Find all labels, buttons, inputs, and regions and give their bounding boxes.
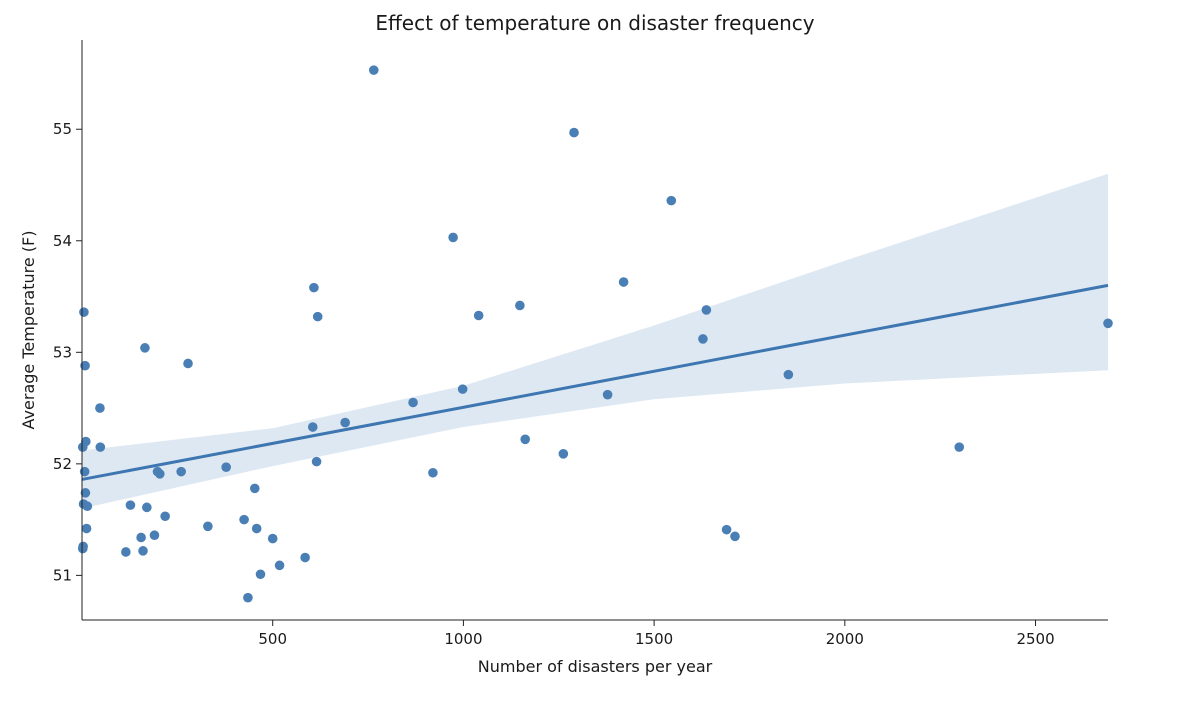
data-point: [721, 524, 732, 535]
data-point: [125, 500, 136, 510]
x-axis-label: Number of disasters per year: [478, 657, 713, 676]
data-point: [81, 523, 92, 534]
data-point: [312, 311, 323, 322]
data-point: [149, 530, 160, 541]
y-tick-label: 52: [53, 455, 72, 473]
data-point: [95, 442, 106, 452]
data-point: [368, 65, 379, 75]
data-point: [221, 462, 231, 472]
x-tick-label: 2000: [826, 630, 864, 648]
regression-line-layer: [81, 283, 1109, 481]
confidence-band: [82, 173, 1108, 509]
data-point: [136, 532, 146, 543]
data-point: [203, 521, 213, 532]
y-tick-label: 55: [53, 120, 72, 138]
data-point: [138, 546, 148, 556]
ticks-layer: 500 1000 1500 2000 2500 51 52 53 54 55: [53, 120, 1055, 648]
data-point: [251, 523, 262, 534]
x-tick-label: 1500: [635, 630, 673, 648]
data-point: [307, 422, 318, 432]
data-point: [1103, 318, 1113, 329]
axes-layer: [81, 40, 1108, 621]
y-tick-label: 51: [53, 566, 72, 584]
data-point: [309, 282, 319, 293]
data-point: [95, 403, 105, 413]
data-point: [340, 417, 350, 428]
data-point: [701, 305, 712, 315]
data-point: [79, 307, 89, 317]
y-tick-label: 53: [53, 343, 72, 361]
data-point: [79, 466, 90, 477]
x-tick-label: 2500: [1016, 630, 1054, 648]
data-point: [183, 358, 193, 369]
data-point: [142, 502, 152, 513]
data-point: [267, 533, 278, 544]
data-point: [239, 514, 249, 525]
confidence-band-layer: [82, 173, 1108, 509]
chart-title: Effect of temperature on disaster freque…: [375, 11, 814, 35]
data-point: [558, 449, 569, 459]
data-points-layer: [77, 65, 1113, 603]
data-point: [520, 434, 531, 445]
data-point: [300, 552, 310, 563]
data-point: [176, 466, 186, 477]
data-point: [121, 547, 131, 557]
data-point: [160, 511, 170, 522]
x-tick-label: 500: [258, 630, 287, 648]
data-point: [954, 442, 965, 452]
data-point: [255, 569, 266, 580]
y-tick-label: 54: [53, 232, 72, 250]
data-point: [140, 343, 150, 353]
data-point: [243, 592, 253, 603]
data-point: [473, 310, 484, 321]
data-point: [618, 277, 629, 287]
data-point: [666, 195, 677, 206]
data-point: [448, 232, 458, 243]
data-point: [602, 389, 613, 400]
data-point: [82, 501, 93, 512]
data-point: [457, 384, 468, 394]
data-point: [698, 334, 708, 344]
data-point: [249, 483, 260, 494]
data-point: [274, 560, 285, 571]
data-point: [155, 469, 165, 479]
x-tick-label: 1000: [444, 630, 482, 648]
data-point: [783, 369, 794, 380]
data-point: [80, 488, 91, 498]
data-point: [428, 467, 438, 478]
data-point: [77, 543, 88, 554]
data-point: [311, 456, 322, 467]
data-point: [77, 442, 88, 452]
regression-line: [81, 283, 1109, 481]
data-point: [730, 531, 740, 542]
data-point: [408, 397, 418, 408]
y-axis-label: Average Temperature (F): [19, 231, 38, 430]
data-point: [569, 127, 579, 138]
data-point: [80, 360, 90, 371]
data-point: [515, 300, 525, 311]
